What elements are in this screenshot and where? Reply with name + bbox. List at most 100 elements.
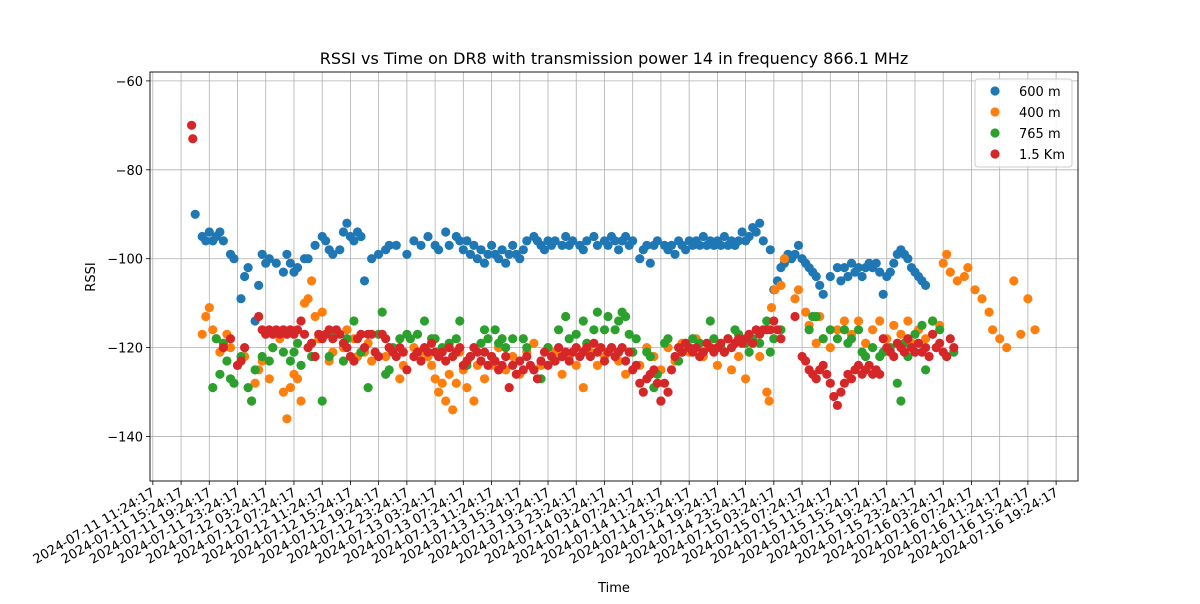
data-point	[603, 240, 613, 250]
data-point	[522, 236, 532, 246]
data-point	[310, 311, 320, 322]
data-point	[405, 334, 415, 344]
data-point	[412, 329, 423, 339]
data-point	[356, 231, 366, 242]
data-point	[624, 329, 634, 339]
data-point	[257, 351, 267, 362]
data-point	[832, 400, 843, 410]
data-point	[741, 374, 751, 384]
data-point	[218, 343, 228, 353]
data-point	[790, 249, 800, 259]
data-point	[691, 343, 701, 353]
data-point	[903, 316, 913, 326]
data-point	[924, 351, 934, 362]
data-point	[670, 351, 680, 362]
data-point	[853, 316, 864, 326]
data-point	[935, 338, 945, 348]
data-point	[758, 236, 768, 246]
data-point	[846, 374, 857, 384]
data-point	[508, 240, 518, 250]
data-point	[652, 236, 663, 246]
data-point	[988, 325, 998, 335]
data-point	[666, 240, 677, 250]
data-point	[448, 405, 458, 415]
data-point	[307, 276, 317, 286]
data-point	[240, 271, 250, 282]
x-axis-label: Time	[597, 581, 630, 596]
data-point	[479, 325, 490, 335]
data-point	[529, 338, 539, 348]
data-point	[236, 356, 246, 366]
data-point	[310, 240, 320, 250]
data-point	[910, 347, 920, 357]
data-point	[374, 351, 384, 362]
series-3	[187, 120, 959, 410]
data-point	[1002, 343, 1012, 353]
data-point	[501, 258, 511, 268]
data-point	[508, 334, 518, 344]
data-point	[518, 365, 528, 375]
legend-marker	[990, 128, 1000, 138]
data-point	[539, 245, 550, 255]
data-point	[861, 351, 871, 362]
data-point	[677, 347, 687, 357]
data-point	[434, 245, 444, 255]
data-point	[515, 254, 525, 264]
data-point	[229, 378, 239, 388]
data-point	[825, 343, 835, 353]
data-point	[427, 338, 437, 348]
data-point	[875, 267, 885, 277]
data-point	[236, 294, 246, 304]
data-point	[204, 227, 214, 237]
data-point	[910, 329, 920, 339]
data-point	[476, 338, 486, 348]
data-point	[317, 396, 327, 406]
data-point	[790, 311, 800, 322]
data-point	[765, 325, 775, 335]
data-point	[744, 231, 754, 242]
data-point	[942, 351, 952, 362]
data-point	[423, 347, 433, 357]
data-point	[624, 347, 634, 357]
data-point	[476, 245, 486, 255]
data-point	[409, 236, 419, 246]
data-point	[896, 329, 906, 339]
data-point	[610, 325, 620, 335]
data-point	[550, 236, 560, 246]
data-point	[441, 356, 451, 366]
plot-frame	[149, 71, 1079, 482]
data-point	[793, 240, 804, 250]
data-point	[225, 343, 236, 353]
data-point	[278, 347, 288, 357]
data-point	[338, 227, 348, 237]
data-point	[289, 347, 299, 357]
data-point	[772, 325, 783, 335]
data-point	[271, 258, 281, 268]
data-point	[645, 258, 655, 268]
data-point	[285, 258, 295, 268]
data-point	[479, 258, 490, 268]
data-point	[437, 347, 447, 357]
data-point	[264, 374, 274, 384]
data-point	[839, 378, 850, 388]
data-point	[628, 236, 638, 246]
data-point	[755, 351, 765, 362]
data-point	[804, 325, 814, 335]
data-point	[578, 383, 588, 393]
data-point	[719, 347, 730, 357]
data-point	[984, 307, 994, 317]
data-point	[917, 320, 927, 330]
data-point	[522, 351, 532, 362]
data-point	[832, 334, 843, 344]
data-point	[188, 134, 198, 144]
data-point	[769, 334, 779, 344]
data-point	[621, 369, 631, 379]
data-point	[490, 356, 500, 366]
data-point	[1030, 325, 1040, 335]
data-point	[395, 374, 405, 384]
data-point	[423, 231, 433, 242]
y-tick-label: −140	[107, 431, 143, 446]
data-point	[391, 240, 401, 250]
